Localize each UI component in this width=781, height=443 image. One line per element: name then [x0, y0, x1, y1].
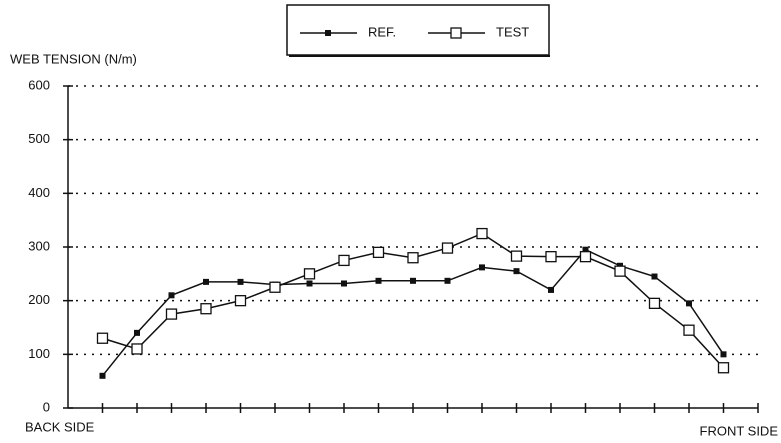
data-point — [683, 324, 695, 336]
data-point — [479, 264, 485, 271]
y-axis-label: WEB TENSION (N/m) — [10, 51, 137, 66]
data-point — [306, 280, 313, 287]
data-point — [234, 295, 247, 307]
legend-marker — [325, 30, 331, 36]
data-point — [375, 277, 382, 284]
legend-label: REF. — [368, 24, 396, 39]
y-tick-label: 100 — [28, 346, 50, 361]
data-point — [686, 300, 692, 307]
data-point — [579, 251, 592, 263]
data-point — [303, 268, 316, 280]
legend-marker — [450, 27, 462, 39]
data-point — [651, 273, 658, 280]
data-point — [165, 308, 178, 320]
data-point — [410, 277, 416, 284]
data-point — [269, 281, 281, 293]
data-point — [548, 286, 554, 293]
data-point — [720, 351, 727, 358]
data-point — [717, 362, 730, 374]
data-point — [513, 268, 520, 275]
series-line — [101, 248, 725, 377]
data-point — [441, 242, 454, 254]
y-tick-label: 200 — [28, 292, 50, 307]
data-point — [99, 372, 106, 379]
y-tick-label: 600 — [28, 77, 50, 92]
data-point — [131, 343, 143, 355]
data-point — [237, 278, 244, 285]
data-point — [96, 332, 109, 344]
data-point — [545, 251, 557, 263]
data-point — [134, 329, 140, 336]
data-point — [582, 246, 589, 253]
y-tick-label: 500 — [28, 131, 50, 146]
data-point — [444, 277, 451, 284]
data-point — [338, 254, 350, 267]
x-end-label: FRONT SIDE — [700, 423, 779, 438]
data-point — [476, 227, 488, 240]
data-point — [648, 297, 661, 310]
data-point — [510, 250, 523, 262]
data-point — [168, 292, 175, 299]
data-point — [203, 278, 209, 285]
legend-label: TEST — [496, 24, 529, 39]
data-point — [341, 280, 347, 287]
y-tick-label: 300 — [28, 238, 50, 253]
data-point — [614, 265, 626, 277]
data-point — [200, 303, 212, 315]
data-point — [372, 246, 385, 259]
y-tick-label: 400 — [28, 185, 50, 200]
data-point — [407, 252, 419, 264]
x-start-label: BACK SIDE — [25, 419, 95, 434]
y-tick-label: 0 — [43, 399, 50, 414]
